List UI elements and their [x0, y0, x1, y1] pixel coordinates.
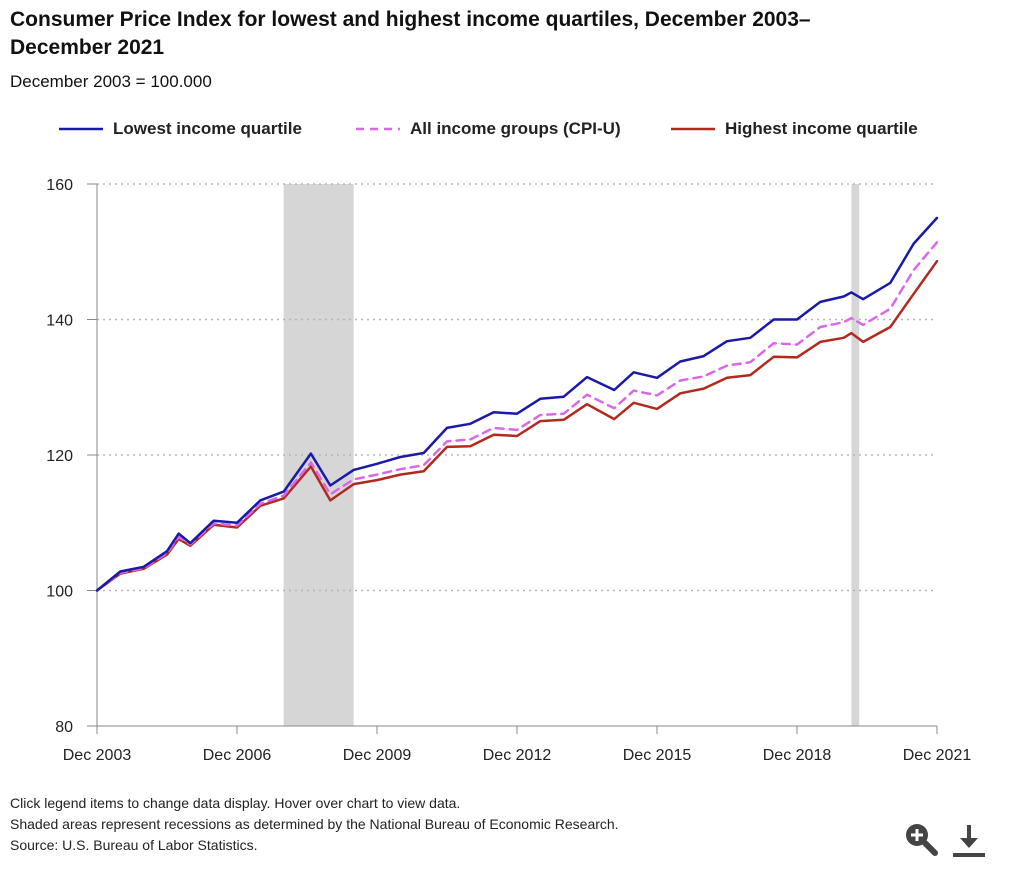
legend-item-lowest[interactable]: Lowest income quartile	[55, 118, 335, 142]
footer-instructions: Click legend items to change data displa…	[10, 795, 461, 811]
series-line-lowest	[95, 216, 939, 592]
x-tick-label: Dec 2021	[903, 747, 972, 764]
legend-label-highest: Highest income quartile	[725, 119, 918, 138]
legend-swatch-all-income	[356, 127, 400, 131]
y-tick-label: 160	[46, 177, 73, 194]
x-tick-label: Dec 2009	[343, 747, 412, 764]
legend-label-all-income: All income groups (CPI-U)	[410, 119, 621, 138]
x-tick-label: Dec 2003	[63, 747, 132, 764]
legend-label-lowest: Lowest income quartile	[113, 119, 302, 138]
download-icon[interactable]	[950, 822, 988, 860]
chart-footer: Click legend items to change data displa…	[10, 793, 619, 856]
x-tick-label: Dec 2012	[483, 747, 552, 764]
legend-swatch-highest	[671, 127, 715, 131]
x-tick-label: Dec 2006	[203, 747, 272, 764]
y-tick-label: 120	[46, 448, 73, 465]
axes: 80 100 120 140 160 Dec 2003 Dec 2006 Dec 2009 De…	[46, 177, 971, 764]
x-tick-label: Dec 2015	[623, 747, 692, 764]
series-line-all-income	[95, 241, 939, 592]
y-tick-label: 100	[46, 584, 73, 601]
legend-item-all-income[interactable]: All income groups (CPI-U)	[352, 118, 652, 142]
data-series	[95, 216, 939, 592]
grid-lines	[97, 183, 937, 592]
zoom-in-icon[interactable]	[904, 822, 938, 856]
y-tick-label: 80	[55, 719, 73, 736]
chart-title: Consumer Price Index for lowest and high…	[10, 8, 811, 59]
footer-recession-note: Shaded areas represent recessions as det…	[10, 816, 619, 832]
footer-source: Source: U.S. Bureau of Labor Statistics.	[10, 837, 258, 853]
recession-band	[851, 184, 860, 726]
series-line-highest	[95, 259, 939, 592]
legend-item-highest[interactable]: Highest income quartile	[667, 118, 967, 142]
legend-swatch-lowest	[59, 127, 103, 131]
line-chart[interactable]: 80 100 120 140 160 Dec 2003 Dec 2006 Dec 2009 De…	[0, 160, 1024, 780]
x-tick-label: Dec 2018	[763, 747, 832, 764]
y-tick-label: 140	[46, 313, 73, 330]
recession-shading	[283, 184, 860, 726]
chart-subtitle: December 2003 = 100.000	[10, 72, 212, 91]
